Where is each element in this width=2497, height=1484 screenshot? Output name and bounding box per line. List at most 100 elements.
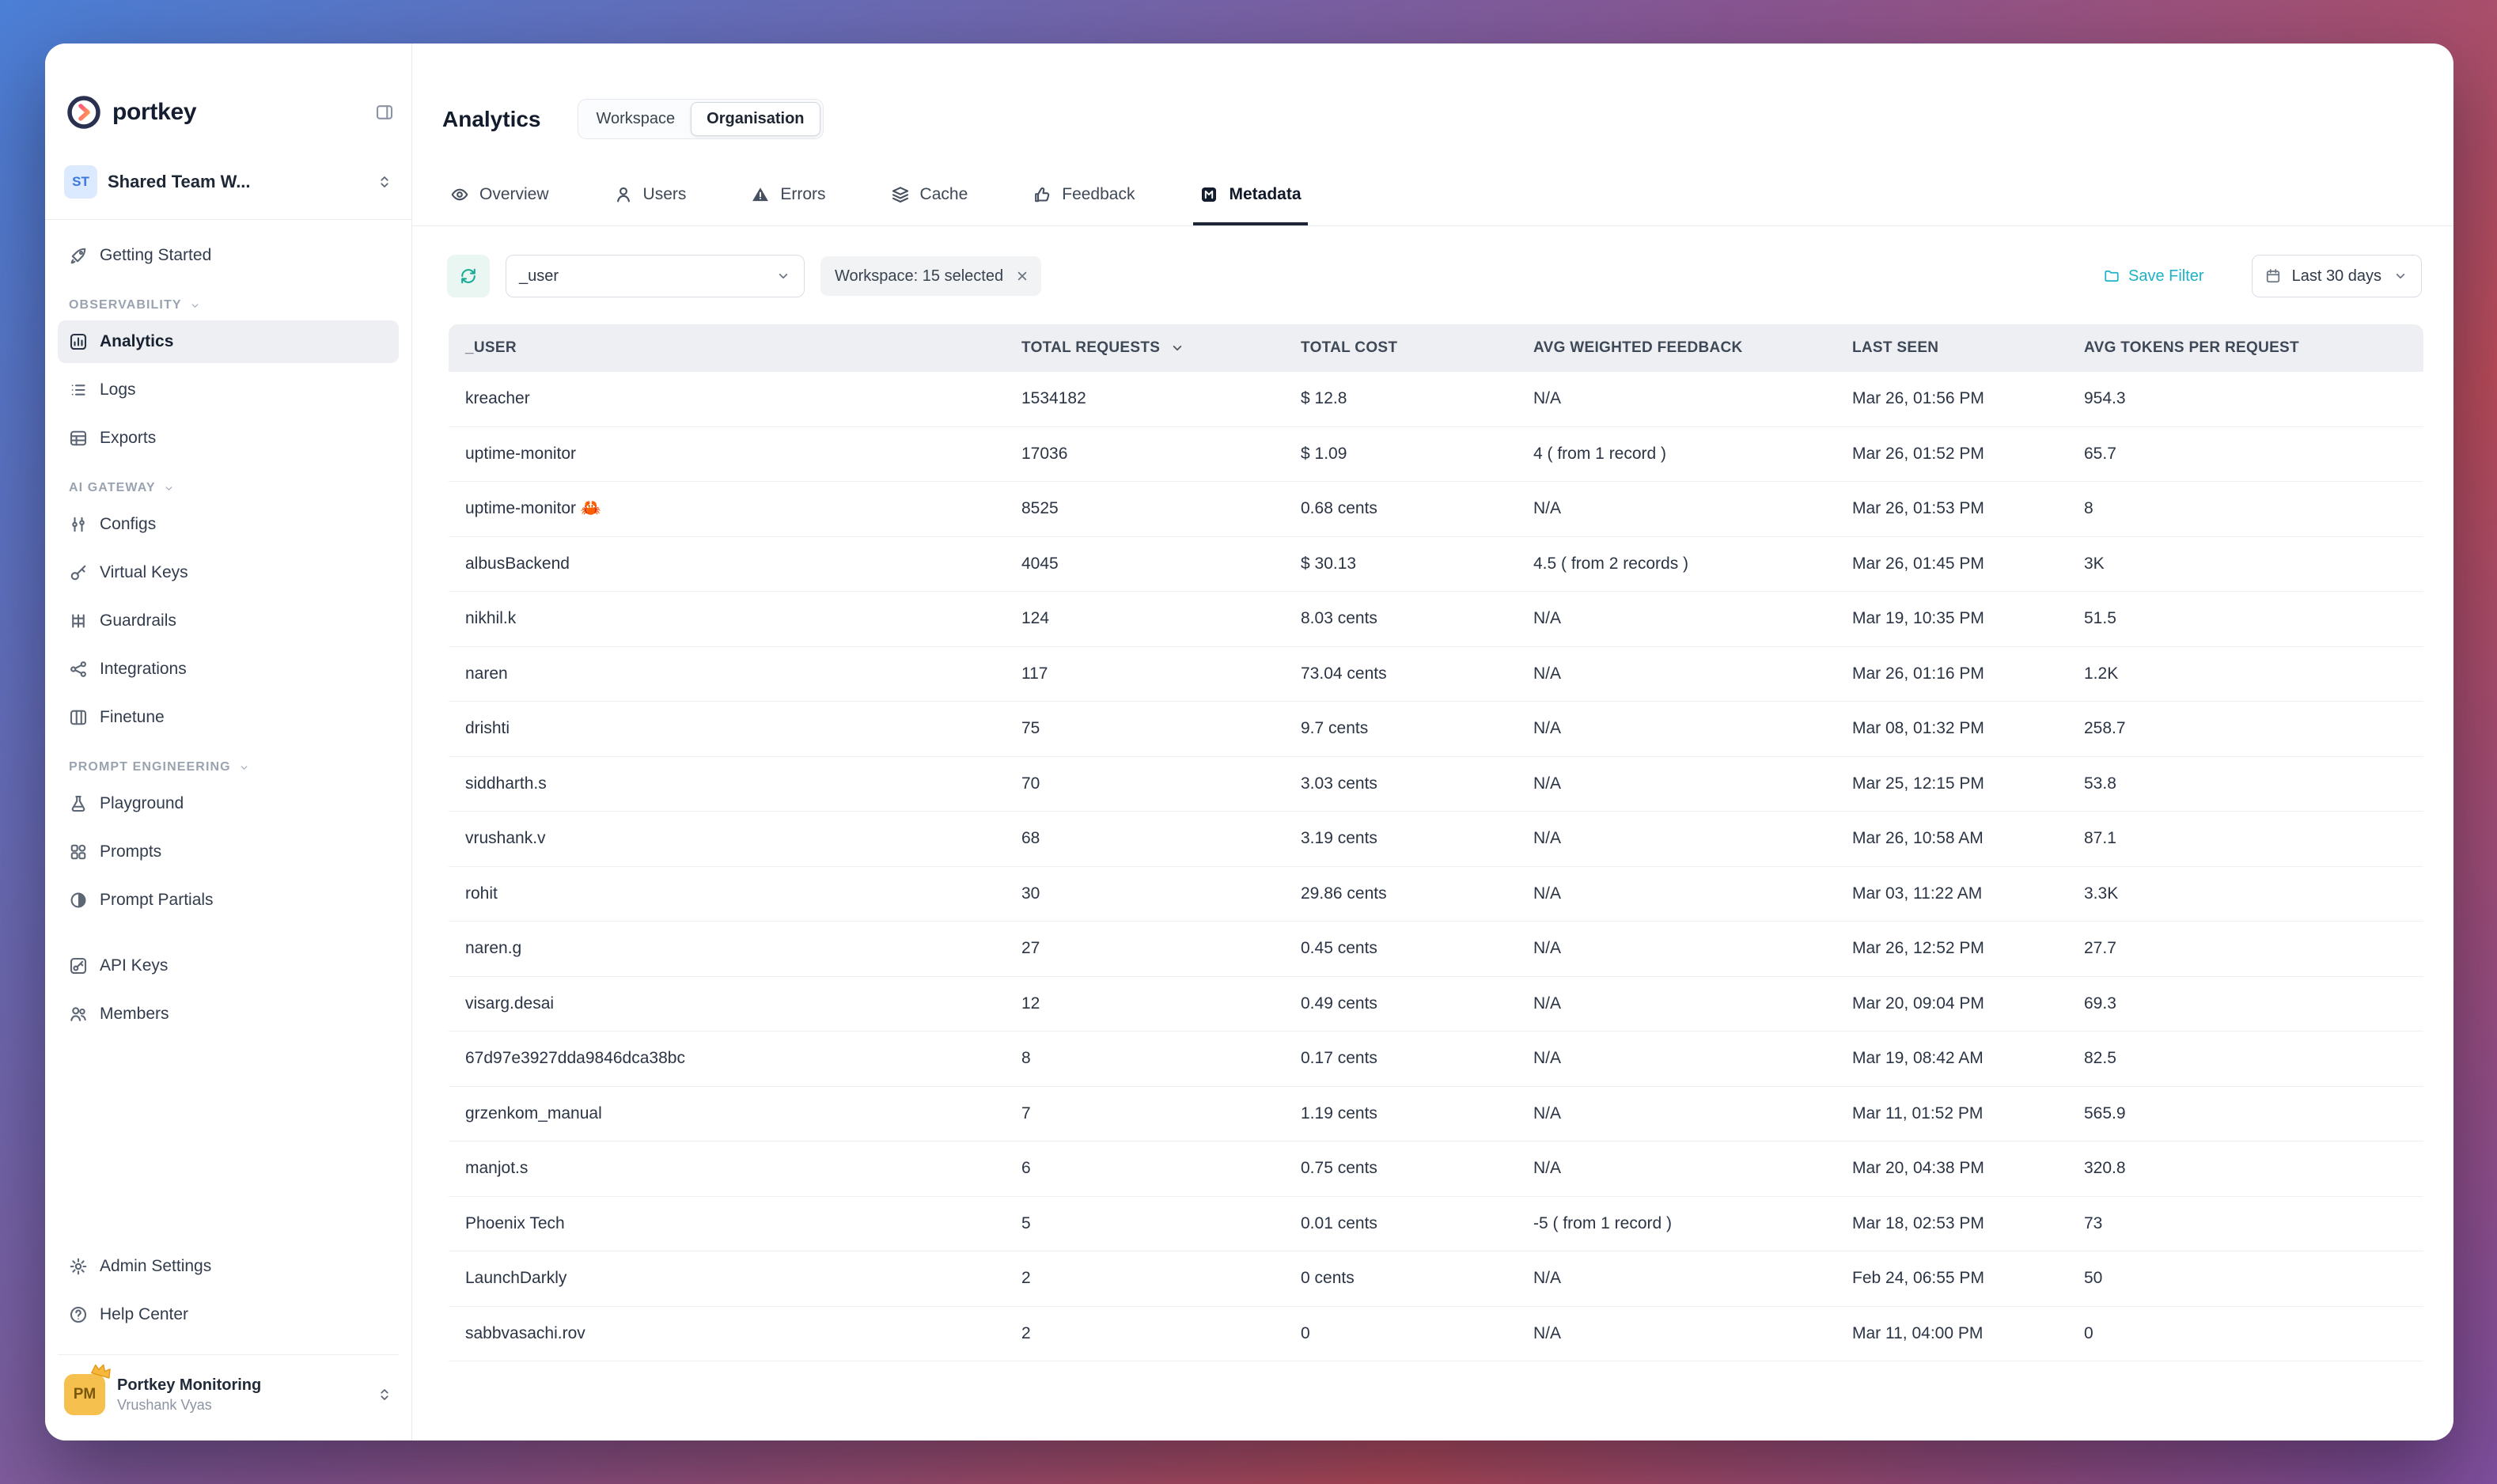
section-header-label: PROMPT ENGINEERING	[69, 760, 231, 774]
sidebar-item-prompts[interactable]: Prompts	[58, 831, 399, 873]
cell-last-seen: Mar 03, 11:22 AM	[1852, 884, 1983, 903]
cell-last-seen: Mar 20, 04:38 PM	[1852, 1159, 1984, 1178]
workspace-filter-chip[interactable]: Workspace: 15 selected	[820, 256, 1042, 296]
table-row[interactable]: kreacher 1534182 $ 12.8 N/A Mar 26, 01:56 PM…	[449, 372, 2423, 427]
tab-label: Users	[642, 184, 687, 203]
cell-avg-tokens-per-request: 53.8	[2084, 774, 2116, 793]
cell-avg-tokens-per-request: 87.1	[2084, 829, 2116, 848]
sidebar-collapse-icon[interactable]	[375, 103, 394, 122]
sidebar-item-finetune[interactable]: Finetune	[58, 696, 399, 739]
cell-user: naren	[465, 664, 508, 683]
table-row[interactable]: drishti 75 9.7 cents N/A Mar 08, 01:32 PM 258…	[449, 702, 2423, 757]
refresh-button[interactable]	[447, 255, 490, 297]
sidebar-item-admin-settings[interactable]: Admin Settings	[58, 1245, 399, 1288]
sidebar-spacer	[45, 1041, 411, 1245]
table-row[interactable]: visarg.desai 12 0.49 cents N/A Mar 20, 09:04…	[449, 977, 2423, 1032]
cell-last-seen: Mar 26, 01:52 PM	[1852, 444, 1984, 463]
table-row[interactable]: vrushank.v 68 3.19 cents N/A Mar 26, 10:58 A…	[449, 812, 2423, 867]
cell-avg-weighted-feedback: N/A	[1533, 994, 1562, 1013]
metadata-key-select[interactable]: _user	[506, 255, 805, 297]
cell-user: siddharth.s	[465, 774, 547, 793]
tab-feedback[interactable]: Feedback	[1026, 166, 1141, 225]
sidebar-item-label: Logs	[100, 380, 136, 399]
workspace-badge: ST	[64, 165, 97, 199]
sidebar-item-guardrails[interactable]: Guardrails	[58, 600, 399, 642]
sidebar-item-members[interactable]: Members	[58, 993, 399, 1035]
column-header-total-cost[interactable]: TOTAL COST	[1284, 339, 1517, 357]
sidebar-item-configs[interactable]: Configs	[58, 503, 399, 546]
cell-total-cost: 0.75 cents	[1301, 1159, 1377, 1178]
table-row[interactable]: 67d97e3927dda9846dca38bc 8 0.17 cents N/A Ma…	[449, 1032, 2423, 1087]
cell-avg-weighted-feedback: N/A	[1533, 1104, 1562, 1122]
table-row[interactable]: naren 117 73.04 cents N/A Mar 26, 01:16 PM 1.…	[449, 647, 2423, 702]
table-row[interactable]: naren.g 27 0.45 cents N/A Mar 26, 12:52 PM 27…	[449, 922, 2423, 977]
table-row[interactable]: nikhil.k 124 8.03 cents N/A Mar 19, 10:35 PM…	[449, 592, 2423, 647]
cell-total-cost: 0.17 cents	[1301, 1049, 1377, 1068]
column-header-last-seen[interactable]: LAST SEEN	[1836, 339, 2067, 357]
section-header-observability[interactable]: OBSERVABILITY	[58, 298, 399, 312]
column-header-total-requests[interactable]: TOTAL REQUESTS	[1005, 339, 1284, 357]
table-row[interactable]: LaunchDarkly 2 0 cents N/A Feb 24, 06:55 PM 5…	[449, 1251, 2423, 1307]
section-header-ai-gateway[interactable]: AI GATEWAY	[58, 481, 399, 495]
sidebar-item-logs[interactable]: Logs	[58, 369, 399, 411]
table-row[interactable]: manjot.s 6 0.75 cents N/A Mar 20, 04:38 PM 32…	[449, 1141, 2423, 1197]
cell-avg-tokens-per-request: 3.3K	[2084, 884, 2119, 903]
warning-icon	[751, 185, 770, 204]
cell-total-requests: 12	[1021, 994, 1040, 1013]
table-row[interactable]: siddharth.s 70 3.03 cents N/A Mar 25, 12:15 …	[449, 757, 2423, 812]
cell-total-requests: 8525	[1021, 499, 1059, 518]
tab-errors[interactable]: Errors	[745, 166, 832, 225]
table-row[interactable]: uptime-monitor 🦀 8525 0.68 cents N/A Mar 26,…	[449, 482, 2423, 537]
cell-user: vrushank.v	[465, 829, 546, 848]
metadata-icon	[1199, 185, 1218, 204]
sidebar-item-analytics[interactable]: Analytics	[58, 320, 399, 363]
cell-total-cost: $ 12.8	[1301, 389, 1347, 408]
close-icon[interactable]	[1014, 268, 1030, 284]
sidebar-item-api-keys[interactable]: API Keys	[58, 945, 399, 987]
section-header-prompt-engineering[interactable]: PROMPT ENGINEERING	[58, 760, 399, 774]
tab-label: Errors	[780, 184, 826, 203]
flask-icon	[69, 794, 88, 813]
cell-total-requests: 17036	[1021, 444, 1068, 463]
rocket-icon	[69, 246, 88, 265]
workspace-selector[interactable]: ST Shared Team W...	[58, 157, 399, 206]
tab-users[interactable]: Users	[608, 166, 693, 225]
column-header-avg-tokens-per-request[interactable]: AVG TOKENS PER REQUEST	[2067, 339, 2423, 357]
tab-metadata[interactable]: Metadata	[1193, 166, 1308, 225]
cell-total-cost: 0.01 cents	[1301, 1213, 1377, 1232]
cell-total-requests: 30	[1021, 884, 1040, 903]
sidebar-item-virtual-keys[interactable]: Virtual Keys	[58, 551, 399, 594]
tab-overview[interactable]: Overview	[444, 166, 555, 225]
cell-total-requests: 75	[1021, 719, 1040, 738]
scope-option-workspace[interactable]: Workspace	[596, 110, 676, 127]
table-row[interactable]: rohit 30 29.86 cents N/A Mar 03, 11:22 AM 3.3…	[449, 867, 2423, 922]
table-row[interactable]: sabbvasachi.rov 2 0 N/A Mar 11, 04:00 PM 0	[449, 1307, 2423, 1361]
tab-cache[interactable]: Cache	[885, 166, 975, 225]
save-filter-button[interactable]: Save Filter	[2104, 267, 2204, 286]
cell-user: naren.g	[465, 939, 522, 958]
cell-avg-tokens-per-request: 82.5	[2084, 1049, 2116, 1068]
guardrails-icon	[69, 611, 88, 630]
sidebar-item-prompt-partials[interactable]: Prompt Partials	[58, 879, 399, 922]
sidebar-item-getting-started[interactable]: Getting Started	[58, 234, 399, 277]
date-range-select[interactable]: Last 30 days	[2251, 255, 2422, 297]
scope-option-organisation[interactable]: Organisation	[691, 102, 820, 136]
eye-icon	[450, 185, 469, 204]
sidebar-item-exports[interactable]: Exports	[58, 417, 399, 460]
table-row[interactable]: grzenkom_manual 7 1.19 cents N/A Mar 11, 01:…	[449, 1087, 2423, 1141]
table-row[interactable]: Phoenix Tech 5 0.01 cents -5 ( from 1 recor…	[449, 1197, 2423, 1251]
table-row[interactable]: uptime-monitor 17036 $ 1.09 4 ( from 1 reco…	[449, 427, 2423, 482]
sort-icon[interactable]	[1169, 340, 1185, 356]
logs-icon	[69, 380, 88, 399]
cell-avg-weighted-feedback: 4 ( from 1 record )	[1533, 444, 1667, 463]
sidebar-item-help-center[interactable]: Help Center	[58, 1293, 399, 1336]
column-header-avg-weighted-feedback[interactable]: AVG WEIGHTED FEEDBACK	[1517, 339, 1836, 357]
account-switcher[interactable]: PM Portkey Monitoring Vrushank Vyas	[58, 1364, 399, 1422]
cell-avg-tokens-per-request: 565.9	[2084, 1104, 2126, 1122]
table-row[interactable]: albusBackend 4045 $ 30.13 4.5 ( from 2 reco…	[449, 537, 2423, 592]
api-key-icon	[69, 956, 88, 975]
cell-avg-weighted-feedback: N/A	[1533, 829, 1562, 848]
sidebar-item-integrations[interactable]: Integrations	[58, 648, 399, 691]
column-header-user[interactable]: _USER	[449, 339, 1005, 357]
sidebar-item-playground[interactable]: Playground	[58, 782, 399, 825]
